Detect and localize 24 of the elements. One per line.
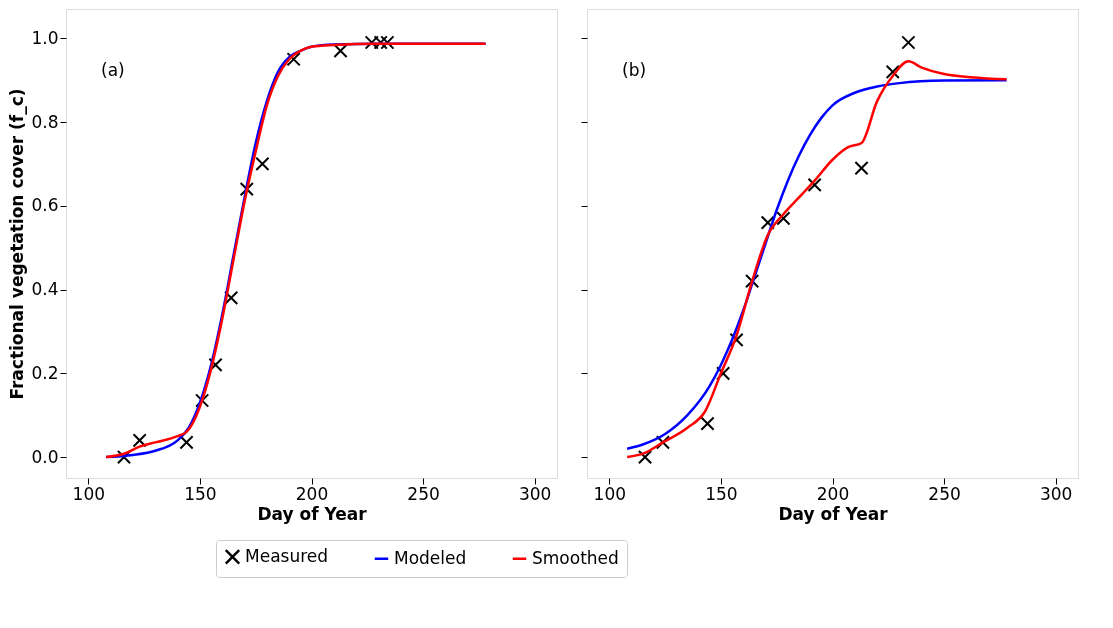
y-tick-label: 0.2	[31, 362, 59, 383]
legend-label: Smoothed	[532, 547, 619, 568]
x-tick-label: 100	[72, 483, 106, 504]
legend-label: Modeled	[394, 547, 467, 568]
x-tick-label: 150	[184, 483, 217, 504]
x-tick-label: 250	[407, 483, 440, 504]
x-axis-title: Day of Year	[778, 503, 889, 524]
y-tick-label: 0.0	[31, 446, 59, 467]
x-tick-label: 200	[816, 483, 850, 504]
x-tick-label: 200	[295, 483, 329, 504]
x-tick-label: 150	[705, 483, 738, 504]
x-tick-label: 250	[928, 483, 961, 504]
y-axis-title: Fractional vegetation cover (f_c)	[7, 88, 28, 400]
x-axis-title: Day of Year	[257, 503, 368, 524]
x-tick-label: 100	[593, 483, 627, 504]
x-tick-label: 300	[518, 483, 552, 504]
y-tick-label: 0.6	[31, 195, 59, 216]
x-tick-label: 300	[1039, 483, 1073, 504]
annotation: (a)	[101, 60, 125, 80]
y-tick-label: 1.0	[31, 27, 59, 48]
y-tick-label: 0.8	[31, 111, 59, 132]
y-tick-label: 0.4	[31, 279, 59, 300]
annotation: (b)	[622, 60, 647, 80]
legend-label: Measured	[245, 545, 329, 566]
